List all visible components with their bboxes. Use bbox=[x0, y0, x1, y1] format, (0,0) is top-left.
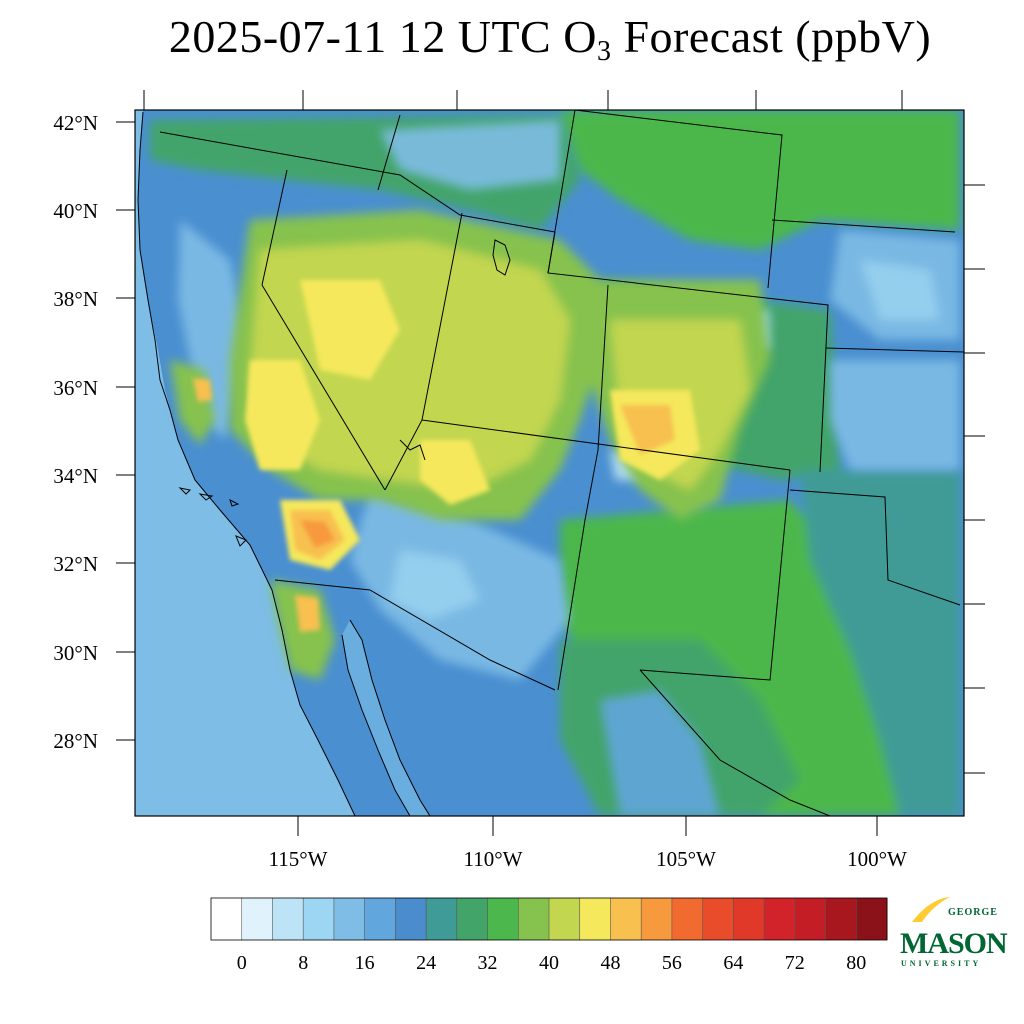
lat-label: 32°N bbox=[53, 552, 98, 576]
logo-line3: UNIVERSITY bbox=[901, 959, 981, 968]
colorbar-border bbox=[210, 897, 888, 941]
mainland-mexico-coastline bbox=[349, 619, 431, 816]
colorbar-swatch bbox=[825, 898, 857, 940]
colorbar-swatch bbox=[794, 898, 827, 940]
logo-line2: MASON bbox=[900, 927, 1008, 960]
colorbar-swatch bbox=[702, 898, 734, 940]
colorbar-swatch bbox=[671, 898, 704, 940]
colorbar-tick-label: 40 bbox=[539, 952, 559, 974]
lat-label: 30°N bbox=[53, 641, 98, 665]
axis-ticks bbox=[116, 90, 985, 836]
peak-ozone-regions bbox=[193, 280, 700, 632]
latitude-labels: 42°N 40°N 38°N 36°N 34°N 32°N 30°N 28°N bbox=[53, 111, 98, 753]
colorbar-labels: 0 8 16 24 32 40 48 56 64 72 80 bbox=[237, 952, 867, 974]
low-ozone-regions bbox=[178, 120, 960, 816]
colorbar-swatch bbox=[518, 898, 550, 940]
colorbar-swatch bbox=[395, 898, 427, 940]
lon-label: 100°W bbox=[847, 847, 907, 871]
colorbar-swatch bbox=[333, 898, 366, 940]
colorbar-swatch bbox=[456, 898, 489, 940]
title-suffix: Forecast (ppbV) bbox=[611, 11, 932, 62]
lon-label: 105°W bbox=[656, 847, 716, 871]
figure-title: 2025-07-11 12 UTC O3 Forecast (ppbV) bbox=[0, 10, 1024, 68]
state-borders bbox=[159, 110, 964, 816]
colorbar-tick-label: 0 bbox=[237, 952, 247, 974]
colorbar-tick-label: 24 bbox=[416, 952, 436, 974]
colorbar-tick-label: 80 bbox=[846, 952, 866, 974]
colorbar-tick-label: 64 bbox=[723, 952, 743, 974]
colorbar-swatch bbox=[241, 898, 273, 940]
colorbar bbox=[210, 897, 888, 941]
lake-mead bbox=[399, 439, 426, 461]
gulf-of-california bbox=[342, 620, 430, 816]
colorbar-swatch bbox=[579, 898, 611, 940]
logo-swoosh bbox=[912, 897, 950, 922]
coastline bbox=[137, 111, 356, 816]
map-field bbox=[135, 110, 964, 816]
lat-label: 34°N bbox=[53, 464, 98, 488]
title-subscript: 3 bbox=[596, 36, 612, 67]
colorbar-swatch bbox=[364, 898, 396, 940]
baja-coastline bbox=[341, 634, 411, 816]
lat-label: 38°N bbox=[53, 287, 98, 311]
lon-label: 110°W bbox=[464, 847, 523, 871]
colorbar-tick-label: 8 bbox=[298, 952, 308, 974]
colorbar-swatch bbox=[272, 898, 304, 940]
colorbar-swatch bbox=[303, 898, 335, 940]
colorbar-swatch bbox=[487, 898, 519, 940]
great-salt-lake bbox=[492, 239, 511, 276]
colorbar-swatch bbox=[549, 898, 581, 940]
lat-label: 36°N bbox=[53, 376, 98, 400]
colorbar-tick-label: 72 bbox=[785, 952, 805, 974]
university-logo: GEORGE MASON UNIVERSITY bbox=[900, 897, 1009, 968]
colorbar-swatch bbox=[426, 898, 458, 940]
colorbar-swatch bbox=[856, 898, 888, 940]
lat-label: 40°N bbox=[53, 199, 98, 223]
lat-label: 28°N bbox=[53, 729, 98, 753]
colorbar-tick-label: 56 bbox=[662, 952, 682, 974]
colorbar-tick-label: 48 bbox=[601, 952, 621, 974]
colorbar-swatch bbox=[211, 898, 243, 940]
colorbar-swatch bbox=[641, 898, 673, 940]
colorbar-swatch bbox=[764, 898, 796, 940]
lon-label: 115°W bbox=[269, 847, 328, 871]
colorbar-swatch bbox=[610, 898, 642, 940]
title-prefix: 2025-07-11 12 UTC O bbox=[168, 11, 597, 62]
colorbar-swatch bbox=[733, 898, 765, 940]
longitude-labels: 115°W 110°W 105°W 100°W bbox=[269, 847, 908, 871]
map-frame bbox=[134, 109, 965, 817]
channel-islands bbox=[178, 487, 247, 547]
lat-label: 42°N bbox=[53, 111, 98, 135]
logo-line1: GEORGE bbox=[948, 907, 998, 918]
colorbar-tick-label: 16 bbox=[355, 952, 375, 974]
colorbar-tick-label: 32 bbox=[478, 952, 498, 974]
